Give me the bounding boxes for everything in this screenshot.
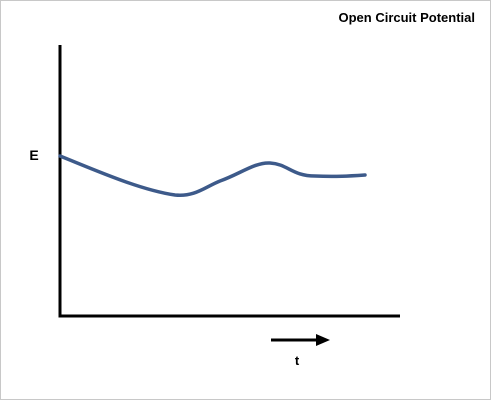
x-axis-label: t (295, 353, 300, 368)
title: Open Circuit Potential (338, 10, 475, 25)
potential-curve (58, 154, 367, 197)
y-axis-label: E (29, 147, 38, 163)
time-arrow-head (316, 334, 330, 346)
